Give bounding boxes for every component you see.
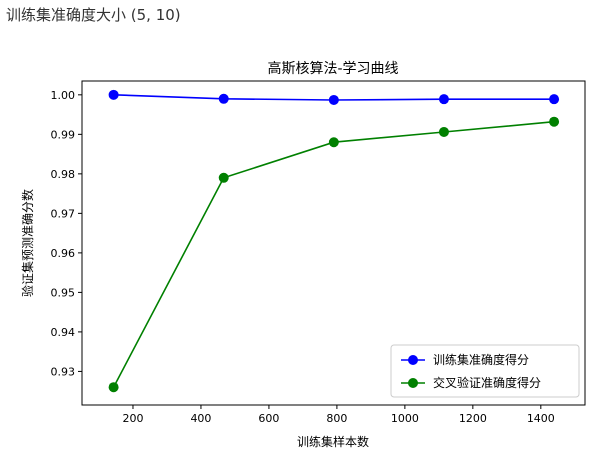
y-tick-label: 0.97 [51, 207, 76, 220]
legend-marker-train [408, 355, 418, 365]
x-tick-label: 400 [190, 412, 211, 425]
x-tick-label: 800 [326, 412, 347, 425]
y-tick-label: 0.93 [51, 365, 76, 378]
y-tick-label: 1.00 [51, 89, 76, 102]
data-point-1-1 [218, 172, 229, 183]
series-points [108, 89, 560, 393]
legend-label-train: 训练集准确度得分 [433, 352, 529, 367]
x-tick-label: 1400 [527, 412, 555, 425]
legend-marker-cv [408, 378, 418, 388]
chart-title: 高斯核算法-学习曲线 [267, 60, 398, 77]
data-point-0-3 [438, 94, 449, 105]
y-tick-label: 0.95 [51, 286, 76, 299]
data-point-0-4 [549, 94, 560, 105]
y-tick-label: 0.94 [51, 326, 76, 339]
legend: 训练集准确度得分 交叉验证准确度得分 [390, 344, 580, 398]
legend-label-cv: 交叉验证准确度得分 [433, 375, 541, 390]
data-point-1-0 [108, 382, 119, 393]
data-point-1-4 [549, 116, 560, 127]
data-point-0-2 [328, 94, 339, 105]
x-tick-label: 200 [122, 412, 143, 425]
y-axis-ticks: 0.93 0.94 0.95 0.96 0.97 0.98 0.99 1.00 [51, 89, 82, 378]
legend-box [390, 344, 580, 398]
x-tick-label: 1200 [459, 412, 487, 425]
output-text: 训练集准确度大小 (5, 10) [6, 6, 181, 24]
x-tick-label: 600 [258, 412, 279, 425]
y-tick-label: 0.98 [51, 168, 76, 181]
x-axis-label: 训练集样本数 [297, 434, 369, 449]
data-point-0-1 [218, 93, 229, 104]
y-tick-label: 0.96 [51, 247, 76, 260]
y-axis-label: 验证集预测准确分数 [20, 189, 35, 297]
data-point-1-2 [328, 137, 339, 148]
data-point-0-0 [108, 89, 119, 100]
y-tick-label: 0.99 [51, 128, 76, 141]
x-tick-label: 1000 [391, 412, 419, 425]
data-point-1-3 [438, 126, 449, 137]
x-axis-ticks: 200 400 600 800 1000 1200 1400 [122, 405, 555, 425]
